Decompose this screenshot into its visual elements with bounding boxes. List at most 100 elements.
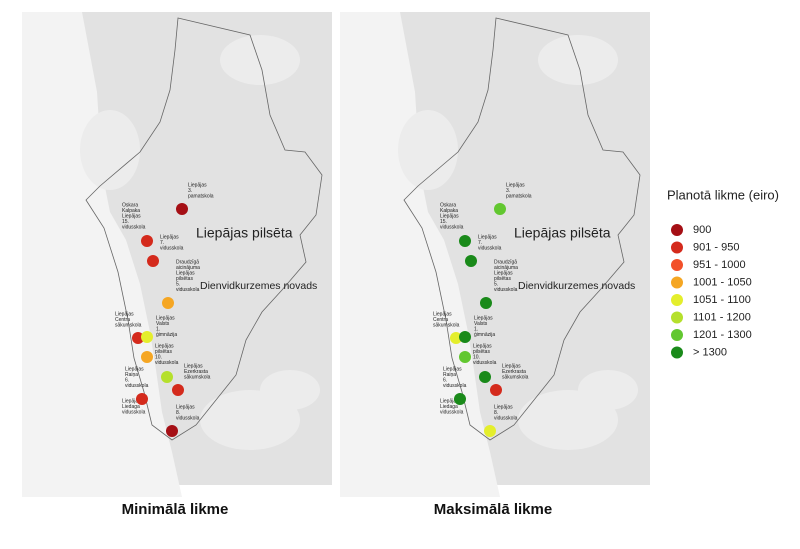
terrain-patch bbox=[398, 110, 458, 190]
school-label: Liepājas bbox=[176, 270, 195, 276]
school-label: ģimnāzija bbox=[156, 331, 177, 338]
school-label: vidusskola bbox=[122, 224, 146, 230]
terrain-patch bbox=[538, 35, 618, 85]
legend: Planotā likme (eiro) 900 901 - 950 951 - 1… bbox=[667, 187, 779, 359]
school-label: Raiņa bbox=[443, 372, 456, 378]
school-label: Liepājas bbox=[184, 363, 203, 369]
school-label: Liepājas bbox=[156, 315, 175, 321]
school-marker bbox=[162, 297, 174, 309]
school-label: ģimnāzija bbox=[474, 331, 495, 338]
school-label: Liepājas bbox=[494, 270, 513, 276]
school-label: Liepājas bbox=[176, 404, 195, 410]
school-label: vidusskola bbox=[176, 287, 200, 293]
legend-swatch bbox=[671, 311, 683, 324]
school-label: sākumskola bbox=[433, 322, 460, 328]
school-label: vidusskola bbox=[494, 415, 518, 421]
school-label: pilsētas bbox=[473, 349, 490, 355]
school-label: sākumskola bbox=[115, 322, 142, 328]
school-label: 7. bbox=[478, 240, 482, 246]
map-panel: Liepājas pilsēta Dienvidkurzemes novads Li… bbox=[340, 12, 650, 497]
legend-label: > 1300 bbox=[693, 346, 727, 358]
school-label: vidusskola bbox=[494, 287, 518, 293]
school-label: Kalpaka bbox=[122, 208, 140, 214]
legend-swatch bbox=[671, 294, 683, 306]
school-label: Liepājas bbox=[474, 315, 493, 321]
school-label: 10. bbox=[155, 354, 162, 360]
school-label: vidusskola bbox=[160, 245, 184, 251]
legend-label: 1001 - 1050 bbox=[693, 276, 752, 288]
school-label: Liepājas bbox=[440, 398, 459, 404]
school-label: 3. bbox=[506, 188, 510, 194]
school-label: vidusskola bbox=[176, 415, 200, 421]
place-label: Dienvidkurzemes novads bbox=[518, 280, 635, 292]
school-label: vidusskola bbox=[125, 383, 149, 389]
school-label: vidusskola bbox=[122, 409, 146, 415]
legend-label: 1051 - 1100 bbox=[693, 294, 751, 306]
school-label: vidusskola bbox=[440, 224, 464, 230]
school-label: Valsts bbox=[156, 321, 170, 327]
terrain-patch bbox=[578, 370, 638, 410]
school-marker bbox=[132, 332, 144, 344]
school-label: 3. bbox=[188, 188, 192, 194]
school-marker bbox=[161, 371, 173, 383]
school-label: Liepājas bbox=[502, 363, 521, 369]
school-label: Liepājas bbox=[440, 213, 459, 219]
school-label: Liepājas bbox=[506, 182, 525, 188]
school-label: Centra bbox=[115, 317, 130, 323]
school-label: Liepājas bbox=[473, 343, 492, 349]
school-label: pamatskola bbox=[188, 193, 214, 199]
school-marker bbox=[136, 393, 148, 405]
school-marker bbox=[454, 393, 466, 405]
map-title: Minimālā likme bbox=[122, 501, 229, 518]
school-label: pilsētas bbox=[155, 349, 172, 355]
school-label: 10. bbox=[473, 354, 480, 360]
school-marker bbox=[450, 332, 462, 344]
school-marker bbox=[141, 235, 153, 247]
school-label: vidusskola bbox=[440, 409, 464, 415]
school-label: Ezerkrasta bbox=[184, 369, 208, 375]
school-label: vidusskola bbox=[155, 360, 179, 366]
legend-swatch bbox=[671, 276, 683, 289]
school-marker bbox=[490, 384, 502, 396]
legend-label: 1201 - 1300 bbox=[693, 329, 752, 341]
school-label: Liepājas bbox=[155, 343, 174, 349]
legend-label: 900 bbox=[693, 224, 711, 236]
school-label: Liepājas bbox=[125, 366, 144, 372]
school-label: pilsētas bbox=[176, 276, 193, 282]
school-label: sākumskola bbox=[184, 374, 211, 380]
school-label: Liepājas bbox=[478, 234, 497, 240]
school-marker bbox=[459, 235, 471, 247]
place-label: Liepājas pilsēta bbox=[196, 225, 293, 241]
sea bbox=[22, 12, 182, 497]
school-label: 6. bbox=[125, 377, 129, 383]
school-label: 8. bbox=[494, 410, 498, 416]
legend-label: 901 - 950 bbox=[693, 241, 739, 253]
school-label: vidusskola bbox=[478, 245, 502, 251]
school-label: aicinājuma bbox=[176, 265, 200, 271]
school-marker bbox=[494, 203, 506, 215]
school-label: 7. bbox=[160, 240, 164, 246]
school-label: Kalpaka bbox=[440, 208, 458, 214]
school-label: Oskara bbox=[122, 202, 138, 208]
school-label: pilsētas bbox=[494, 276, 511, 282]
legend-label: 1101 - 1200 bbox=[693, 311, 751, 323]
school-label: aicinājuma bbox=[494, 265, 518, 271]
school-marker bbox=[147, 255, 159, 267]
school-label: 6. bbox=[443, 377, 447, 383]
school-label: Liepājas bbox=[494, 404, 513, 410]
school-label: Liepājas bbox=[160, 234, 179, 240]
school-marker bbox=[459, 351, 471, 363]
school-label: Centra bbox=[433, 317, 448, 323]
school-label: Liepājas bbox=[443, 366, 462, 372]
school-label: Draudzīgā bbox=[494, 259, 517, 265]
school-label: Raiņa bbox=[125, 372, 138, 378]
school-label: Liedaga bbox=[122, 404, 140, 410]
school-label: vidusskola bbox=[443, 383, 467, 389]
terrain-patch bbox=[220, 35, 300, 85]
legend-swatch bbox=[671, 224, 683, 236]
school-label: Valsts bbox=[474, 321, 488, 327]
school-marker bbox=[141, 331, 153, 343]
school-label: Liepājas bbox=[433, 311, 452, 317]
place-label: Dienvidkurzemes novads bbox=[200, 280, 317, 292]
